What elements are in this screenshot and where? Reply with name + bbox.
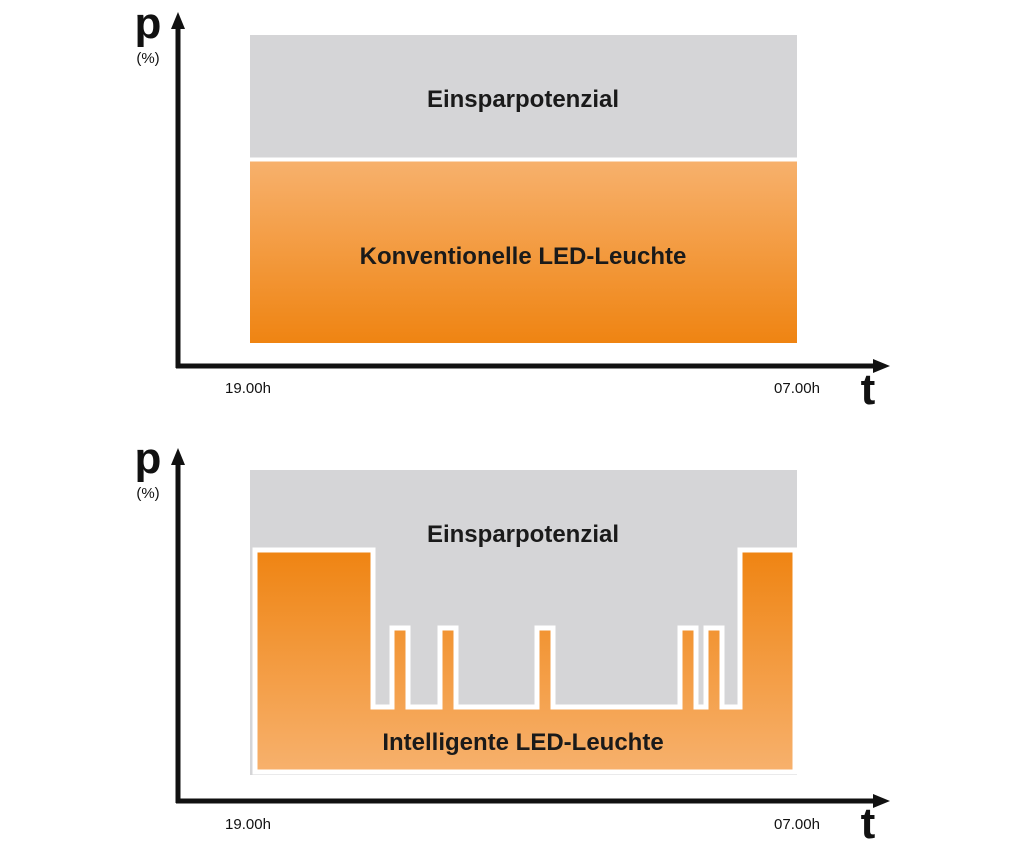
intelligent-consumption-region [252, 547, 798, 775]
y-axis-symbol: p [135, 434, 162, 483]
y-axis-arrowhead [171, 448, 185, 465]
x-end-time-label: 07.00h [774, 816, 820, 833]
intelligent-led-label: Intelligente LED-Leuchte [382, 729, 663, 756]
x-start-time-label: 19.00h [225, 380, 271, 397]
y-axis-arrowhead [171, 12, 185, 29]
conventional-led-label: Konventionelle LED-Leuchte [360, 243, 687, 270]
y-axis-symbol: p [135, 0, 162, 48]
x-axis-arrowhead [873, 359, 890, 373]
savings-region [250, 35, 797, 160]
x-end-time-label: 07.00h [774, 380, 820, 397]
conventional-consumption-region [250, 160, 797, 343]
x-axis-arrowhead [873, 794, 890, 808]
x-axis-symbol: t [861, 799, 876, 848]
y-axis-unit: (%) [136, 50, 159, 67]
panel-conventional: Einsparpotenzial Konventionelle LED-Leuc… [135, 0, 890, 414]
savings-label: Einsparpotenzial [427, 86, 619, 113]
x-axis [176, 794, 890, 808]
y-axis [171, 448, 185, 803]
y-axis-unit: (%) [136, 485, 159, 502]
savings-label: Einsparpotenzial [427, 521, 619, 548]
x-axis [176, 359, 890, 373]
x-axis-symbol: t [861, 365, 876, 414]
y-axis [171, 12, 185, 368]
x-start-time-label: 19.00h [225, 816, 271, 833]
panel-intelligent: Einsparpotenzial Intelligente LED-Leucht… [135, 434, 890, 848]
